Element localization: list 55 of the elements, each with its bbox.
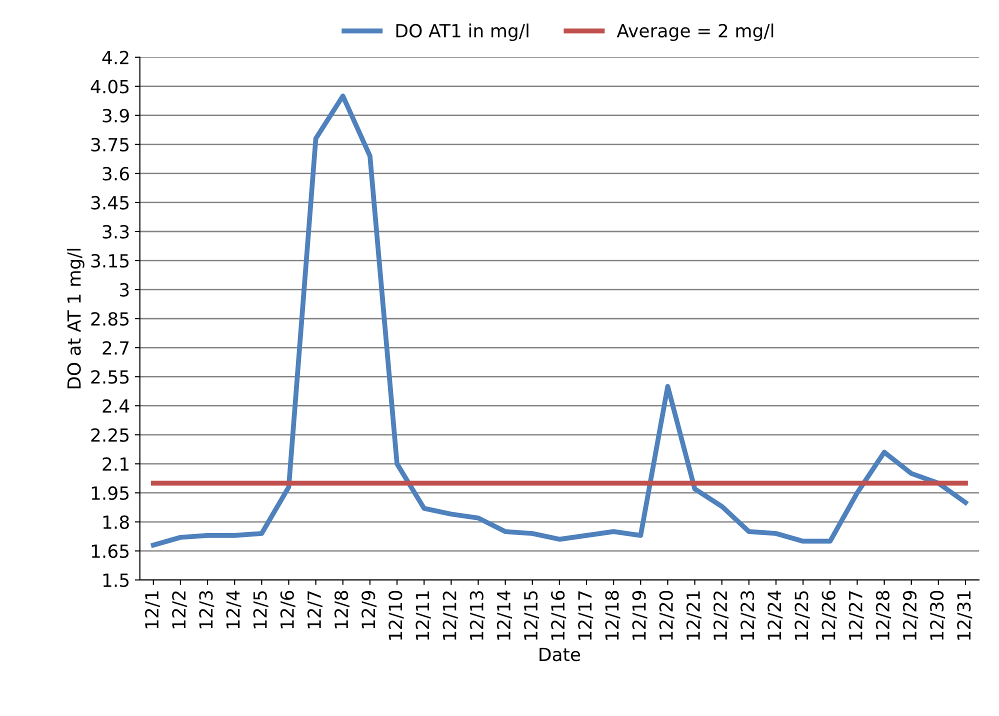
x-tick-label: 12/2: [172, 591, 188, 628]
y-tick-label: 1.5: [103, 574, 129, 588]
y-tick-label: 2.85: [91, 312, 129, 326]
x-tick-label: 12/12: [442, 591, 458, 640]
x-tick-label: 12/28: [876, 590, 891, 640]
x-tick-label: 12/24: [768, 590, 783, 640]
x-tick-label: 12/25: [794, 591, 810, 640]
y-tick-label: 3.15: [91, 254, 129, 268]
y-tick-label: 3.75: [91, 138, 129, 152]
y-tick-label: 4.05: [90, 80, 129, 94]
x-tick-label: 12/31: [957, 591, 972, 640]
y-tick-label: 2.55: [91, 370, 129, 384]
y-tick-label: 1.65: [92, 544, 129, 558]
x-tick-label: 12/6: [280, 590, 296, 628]
y-tick-label: 1.8: [103, 515, 129, 529]
x-tick-label: 12/4: [226, 590, 242, 628]
y-tick-label: 1.95: [92, 486, 129, 500]
x-tick-label: 12/11: [416, 591, 431, 640]
y-tick-label: 3.45: [91, 196, 129, 210]
y-tick-label: 2.4: [102, 399, 130, 413]
y-tick-label: 3.3: [102, 224, 129, 239]
x-tick-label: 12/10: [388, 590, 404, 640]
x-tick-label: 12/9: [362, 590, 377, 628]
y-tick-label: 3: [120, 283, 129, 297]
x-tick-label: 12/1: [144, 591, 160, 628]
x-tick-label: 12/5: [253, 591, 268, 628]
x-tick-label: 12/7: [307, 591, 322, 628]
x-tick-label: 12/17: [578, 591, 594, 640]
x-axis-title: Date: [540, 648, 580, 662]
x-tick-label: 12/14: [496, 590, 512, 640]
x-tick-label: 12/26: [822, 590, 837, 640]
line-series: [150, 94, 968, 548]
y-axis-title: DO at AT 1 mg/l: [66, 248, 84, 388]
x-tick-label: 12/27: [848, 591, 864, 640]
x-tick-label: 12/19: [632, 590, 648, 640]
x-tick-label: 12/23: [740, 591, 756, 640]
x-tick-label: 12/16: [551, 590, 566, 640]
legend-label: Average = 2 mg/l: [616, 24, 774, 42]
y-tick-label: 4.2: [102, 50, 128, 64]
x-tick-label: 12/13: [470, 591, 485, 640]
x-tick-label: 12/15: [524, 591, 540, 640]
x-tick-label: 12/30: [930, 590, 946, 640]
legend-label: DO AT1 in mg/l: [396, 24, 528, 42]
x-tick-label: 12/3: [199, 591, 214, 628]
y-tick-label: 3.6: [102, 166, 129, 181]
x-tick-label: 12/22: [713, 591, 729, 640]
y-tick-label: 3.9: [102, 108, 129, 122]
x-tick-label: 12/8: [334, 590, 350, 628]
x-tick-label: 12/20: [659, 590, 674, 640]
y-tick-label: 2.7: [102, 341, 129, 355]
x-tick-label: 12/18: [605, 590, 620, 640]
x-tick-label: 12/29: [902, 590, 918, 640]
x-tick-label: 12/21: [686, 591, 702, 640]
y-tick-label: 2.1: [102, 457, 128, 471]
y-tick-label: 2.25: [91, 428, 129, 442]
